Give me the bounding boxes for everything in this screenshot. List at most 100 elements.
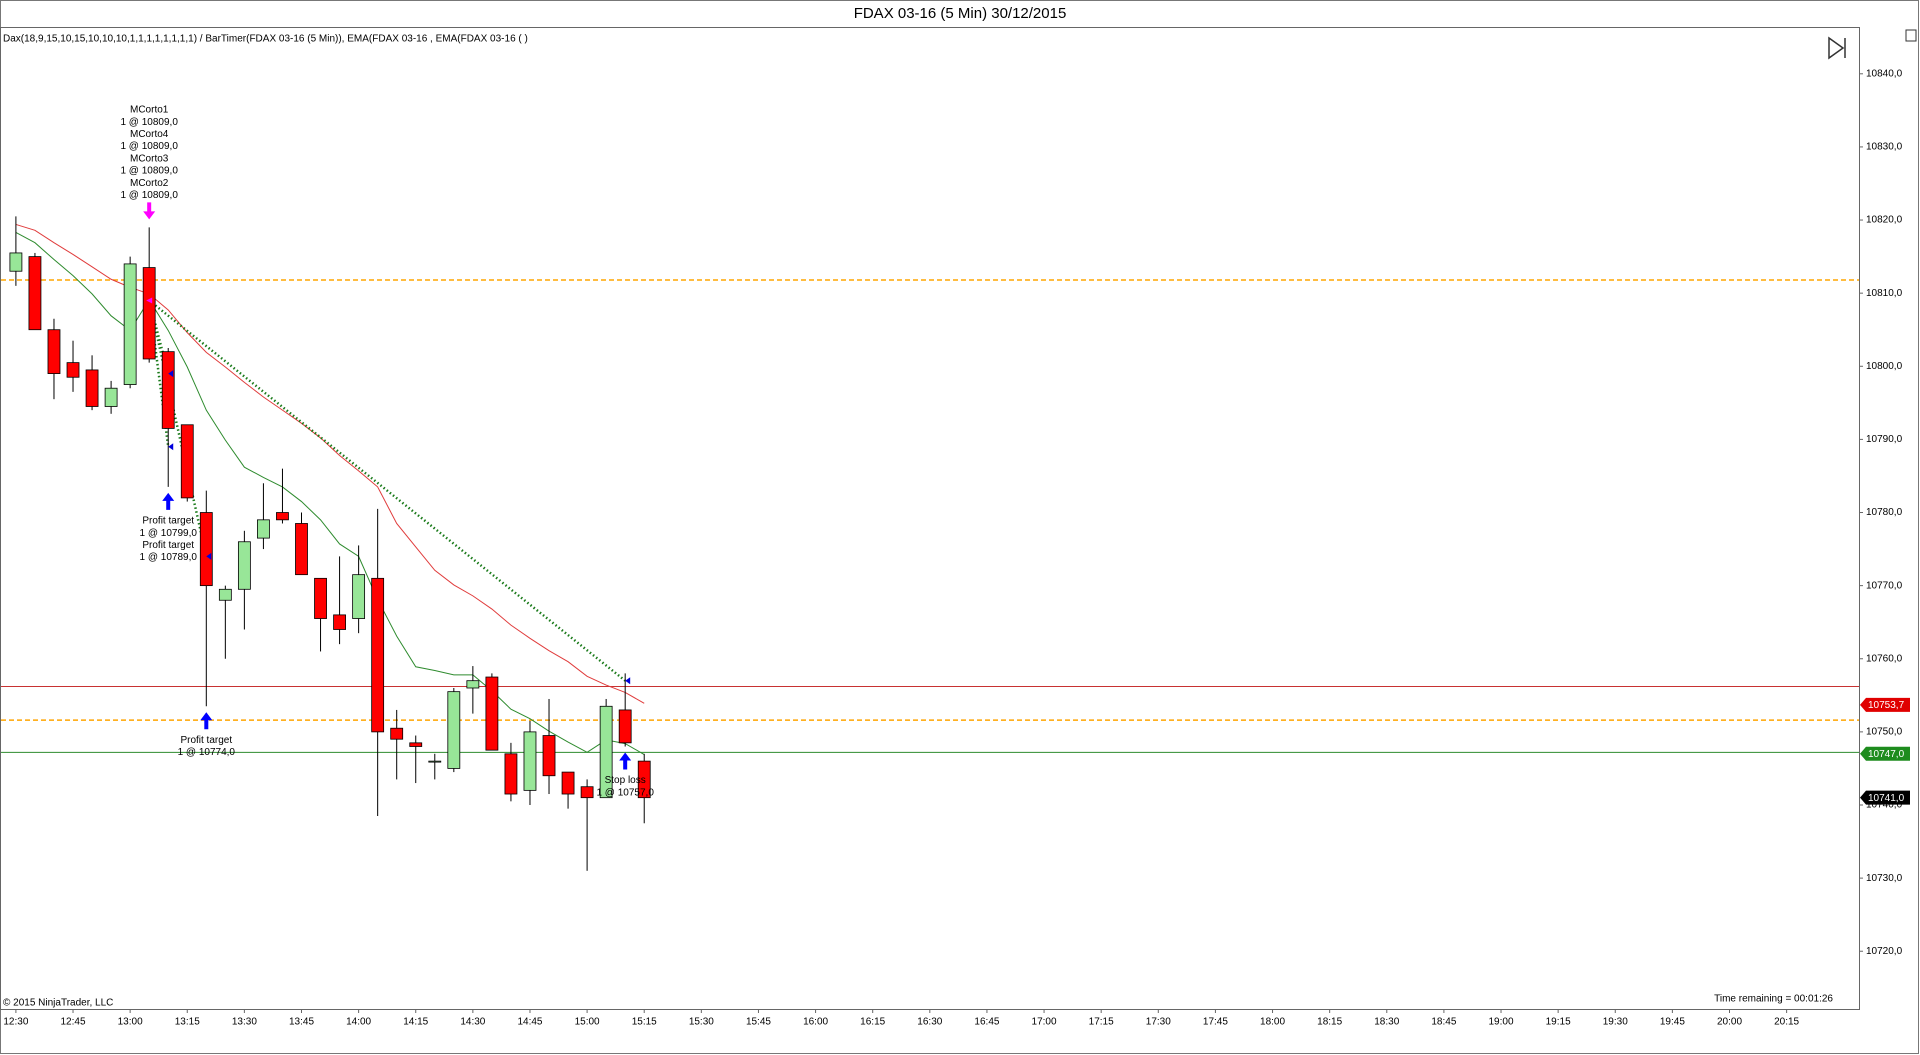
candle-body: [485, 676, 499, 751]
candle-body: [390, 727, 404, 740]
exit-marker: [625, 677, 631, 685]
candle-body: [85, 369, 99, 407]
x-tick-label: 12:45: [61, 1017, 86, 1028]
x-tick-label: 19:30: [1603, 1017, 1628, 1028]
candle-body: [371, 577, 385, 733]
candle-body: [295, 523, 308, 576]
annotation-text: 1 @ 10774,0: [178, 747, 236, 758]
price-marker: [1860, 746, 1910, 761]
y-tick-label: 10770,0: [1866, 580, 1903, 591]
x-tick-label: 17:45: [1203, 1017, 1228, 1028]
candle-body: [314, 577, 327, 619]
annotation-text: 1 @ 10799,0: [140, 528, 198, 539]
x-tick-label: 15:00: [575, 1017, 600, 1028]
x-tick-label: 14:45: [517, 1017, 542, 1028]
ema-line: [15, 223, 645, 704]
x-tick-label: 15:45: [746, 1017, 771, 1028]
x-tick-label: 13:30: [232, 1017, 257, 1028]
x-tick-label: 13:15: [175, 1017, 200, 1028]
annotation-text: Profit target: [142, 516, 194, 527]
candle-body: [409, 742, 423, 747]
annotation-text: MCorto4: [130, 129, 169, 140]
price-marker-label: 10741,0: [1868, 793, 1905, 804]
trade-line: [148, 299, 626, 682]
candle-body: [180, 424, 194, 499]
entry-marker: [146, 297, 153, 304]
annotation-text: Stop loss: [605, 775, 646, 786]
x-tick-label: 17:15: [1089, 1017, 1114, 1028]
candle-body: [47, 329, 61, 374]
candle-body: [9, 252, 23, 272]
exit-arrow: [200, 712, 213, 730]
x-tick-label: 13:00: [118, 1017, 143, 1028]
x-tick-label: 20:00: [1717, 1017, 1742, 1028]
x-tick-label: 17:30: [1146, 1017, 1171, 1028]
y-tick-label: 10790,0: [1866, 434, 1903, 445]
float-button[interactable]: [1905, 29, 1917, 42]
candle-body: [542, 735, 556, 777]
candle-body: [561, 771, 575, 795]
y-tick-label: 10730,0: [1866, 873, 1903, 884]
price-marker: [1860, 697, 1910, 712]
candle-body: [447, 691, 461, 769]
exit-marker: [206, 552, 212, 560]
candle-body: [237, 541, 251, 590]
y-tick-label: 10780,0: [1866, 507, 1903, 518]
time-remaining: Time remaining = 00:01:26: [1714, 994, 1833, 1005]
candle-body: [352, 574, 366, 619]
y-tick-label: 10820,0: [1866, 215, 1903, 226]
x-tick-label: 14:15: [403, 1017, 428, 1028]
annotation-text: 1 @ 10809,0: [120, 190, 178, 201]
x-tick-label: 18:30: [1374, 1017, 1399, 1028]
x-tick-label: 18:15: [1317, 1017, 1342, 1028]
candle-body: [580, 786, 594, 799]
candle-body: [428, 760, 442, 763]
x-tick-label: 16:00: [803, 1017, 828, 1028]
x-tick-label: 15:15: [632, 1017, 657, 1028]
candle-body: [504, 753, 518, 795]
y-tick-label: 10750,0: [1866, 727, 1903, 738]
y-tick-label: 10720,0: [1866, 946, 1903, 957]
candle-body: [276, 512, 289, 521]
x-tick-label: 18:45: [1431, 1017, 1456, 1028]
candle-body: [466, 680, 480, 689]
annotation-text: 1 @ 10789,0: [140, 552, 198, 563]
ema-line: [15, 232, 645, 755]
x-tick-label: 16:45: [974, 1017, 999, 1028]
annotation-text: MCorto3: [130, 153, 169, 164]
x-tick-label: 20:15: [1774, 1017, 1799, 1028]
price-marker: [1860, 790, 1910, 805]
x-tick-label: 12:30: [3, 1017, 28, 1028]
candle-body: [199, 512, 213, 587]
annotation-text: 1 @ 10757,0: [596, 787, 654, 798]
x-tick-label: 13:45: [289, 1017, 314, 1028]
x-tick-label: 19:15: [1546, 1017, 1571, 1028]
x-tick-label: 15:30: [689, 1017, 714, 1028]
annotation-text: MCorto2: [130, 178, 169, 189]
x-tick-label: 19:45: [1660, 1017, 1685, 1028]
y-tick-label: 10840,0: [1866, 68, 1903, 79]
candle-body: [523, 731, 537, 791]
entry-arrow: [143, 202, 156, 220]
annotation-text: 1 @ 10809,0: [120, 166, 178, 177]
exit-arrow: [619, 752, 632, 770]
x-tick-label: 17:00: [1032, 1017, 1057, 1028]
copyright: © 2015 NinjaTrader, LLC: [3, 998, 113, 1009]
exit-arrow: [162, 492, 175, 510]
x-tick-label: 16:15: [860, 1017, 885, 1028]
price-marker-label: 10747,0: [1868, 749, 1905, 760]
candle-body: [104, 387, 118, 407]
x-tick-label: 14:30: [460, 1017, 485, 1028]
icon[interactable]: [1828, 36, 1846, 60]
candle-body: [637, 760, 651, 799]
candle-body: [257, 519, 270, 539]
x-tick-label: 19:00: [1489, 1017, 1514, 1028]
candle-body: [333, 614, 346, 630]
price-marker-label: 10753,7: [1868, 700, 1905, 711]
chart-title: FDAX 03-16 (5 Min) 30/12/2015: [854, 5, 1067, 22]
indicator-text: Dax(18,9,15,10,15,10,10,10,1,1,1,1,1,1,1…: [3, 34, 528, 45]
chart-trader-icon[interactable]: [1828, 36, 1846, 60]
y-tick-label: 10760,0: [1866, 653, 1903, 664]
annotation-text: 1 @ 10809,0: [120, 117, 178, 128]
